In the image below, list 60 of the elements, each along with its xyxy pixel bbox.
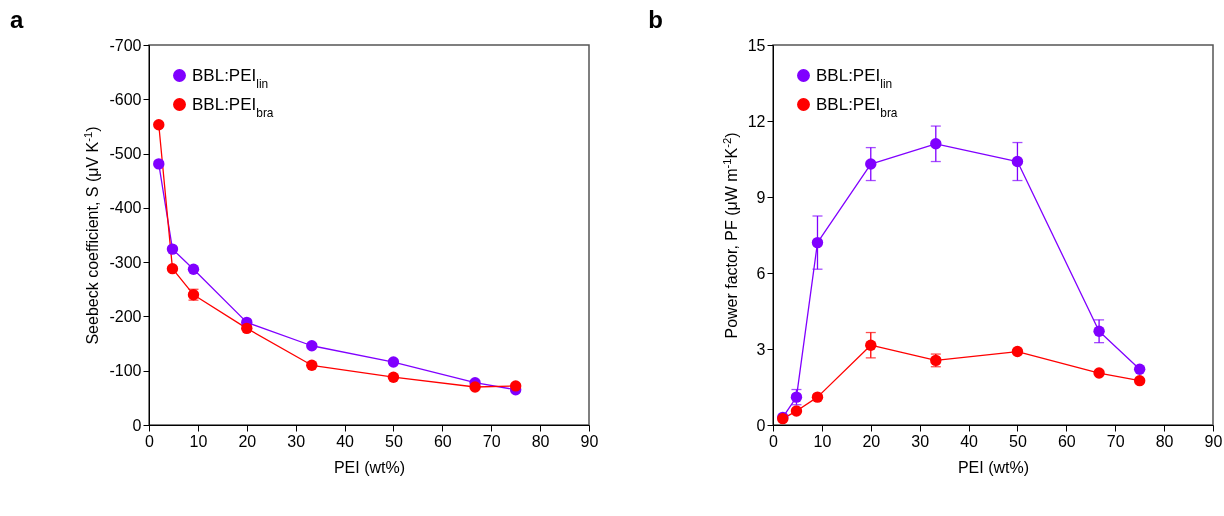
point xyxy=(166,243,179,255)
y-tick-label: -600 xyxy=(109,90,142,108)
point xyxy=(153,119,165,131)
x-tick-label: 10 xyxy=(189,432,208,450)
x-tick-label: 70 xyxy=(482,432,501,450)
y-tick-label: 9 xyxy=(756,188,766,206)
x-tick-label: 0 xyxy=(145,432,155,450)
y-tick-label: 12 xyxy=(747,112,766,130)
y-tick-label: 0 xyxy=(132,416,142,434)
point xyxy=(306,359,318,371)
x-tick-label: 30 xyxy=(287,432,306,450)
x-tick-label: 90 xyxy=(580,432,599,450)
point xyxy=(187,263,200,275)
x-axis-title: PEI (wt%) xyxy=(957,458,1030,476)
y-tick-label: 15 xyxy=(747,36,766,54)
point xyxy=(509,380,522,392)
point xyxy=(387,356,400,368)
point xyxy=(1133,374,1146,387)
y-tick-label: -300 xyxy=(109,253,142,271)
y-tick-label: -200 xyxy=(109,307,142,325)
x-tick-label: 20 xyxy=(238,432,257,450)
x-axis-title: PEI (wt%) xyxy=(333,458,406,476)
point xyxy=(153,158,165,170)
y-tick-label: 0 xyxy=(756,416,766,434)
legend-label: BBL:PEI$_{bra}$ xyxy=(816,94,898,120)
point xyxy=(790,405,803,417)
legend-label: BBL:PEI$_{lin}$ xyxy=(816,65,893,91)
legend-label: BBL:PEI$_{lin}$ xyxy=(192,65,269,91)
x-tick-label: 60 xyxy=(433,432,452,450)
point xyxy=(241,322,253,335)
point xyxy=(166,262,179,275)
point xyxy=(1093,367,1105,379)
y-tick-label: -400 xyxy=(109,199,142,217)
x-tick-label: 80 xyxy=(1155,432,1174,450)
y-tick-label: 6 xyxy=(756,264,766,282)
x-tick-label: 50 xyxy=(385,432,403,450)
point xyxy=(469,381,481,393)
x-tick-label: 90 xyxy=(1204,432,1223,450)
x-tick-label: 10 xyxy=(813,432,832,450)
x-tick-label: 40 xyxy=(960,432,979,450)
x-tick-label: 80 xyxy=(531,432,550,450)
x-tick-label: 30 xyxy=(911,432,930,450)
y-tick-label: -100 xyxy=(109,362,142,380)
point xyxy=(306,340,318,352)
x-tick-label: 50 xyxy=(1009,432,1027,450)
x-tick-label: 70 xyxy=(1106,432,1125,450)
point xyxy=(387,371,400,383)
chart-title: b xyxy=(648,6,663,33)
x-tick-label: 20 xyxy=(862,432,881,450)
legend-label: BBL:PEI$_{bra}$ xyxy=(192,94,274,120)
y-tick-label: -700 xyxy=(109,36,142,54)
chart-title: a xyxy=(9,6,24,33)
y-tick-label: 3 xyxy=(756,340,766,358)
y-tick-label: -500 xyxy=(109,145,142,163)
x-tick-label: 0 xyxy=(769,432,779,450)
x-tick-label: 60 xyxy=(1057,432,1076,450)
point xyxy=(811,391,824,403)
point xyxy=(1011,345,1024,358)
x-tick-label: 40 xyxy=(336,432,355,450)
point xyxy=(1133,363,1146,375)
